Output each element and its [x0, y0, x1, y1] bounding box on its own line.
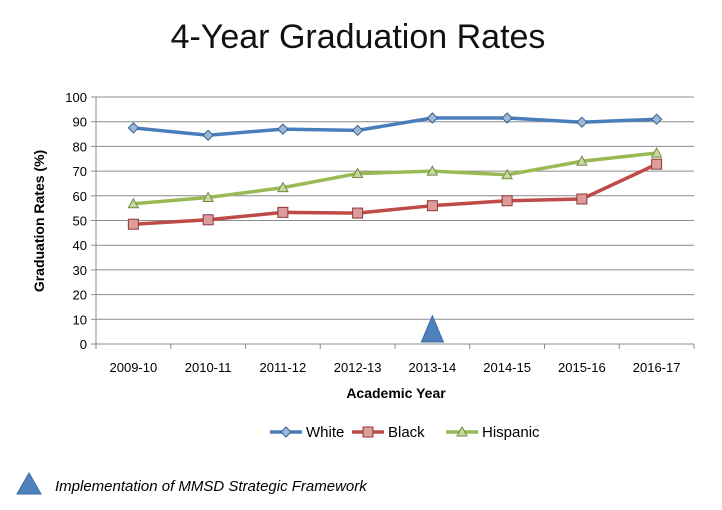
- data-point-hispanic: [501, 168, 513, 180]
- y-tick-label: 40: [73, 238, 87, 253]
- legend-marker-white: [280, 426, 292, 438]
- legend-item-white: White: [270, 424, 344, 441]
- data-point-white: [426, 112, 439, 124]
- y-tick-label: 30: [73, 263, 87, 278]
- legend-marker-black: [362, 426, 374, 438]
- y-tick-label: 70: [73, 164, 87, 179]
- data-point-hispanic: [277, 181, 289, 193]
- data-point-black: [202, 214, 214, 226]
- legend-item-black: Black: [352, 424, 425, 441]
- y-axis-title: Graduation Rates (%): [31, 150, 47, 292]
- series-line-hispanic: [133, 151, 657, 206]
- series-line-white: [133, 116, 657, 138]
- data-point-black: [651, 158, 663, 170]
- footnote: Implementation of MMSD Strategic Framewo…: [16, 471, 368, 495]
- data-point-hispanic: [202, 191, 214, 203]
- legend-label-hispanic: Hispanic: [482, 424, 540, 441]
- legend-label-white: White: [306, 424, 344, 441]
- data-point-white: [650, 113, 663, 125]
- x-tick-label: 2009-10: [110, 360, 158, 375]
- data-point-black: [576, 193, 588, 205]
- series-line-black: [133, 162, 658, 226]
- legend-marker-hispanic: [456, 425, 468, 437]
- x-tick-label: 2014-15: [483, 360, 531, 375]
- legend-label-black: Black: [388, 424, 425, 441]
- y-tick-label: 90: [73, 115, 87, 130]
- data-point-hispanic: [351, 167, 364, 179]
- y-tick-label: 20: [73, 288, 87, 303]
- footnote-triangle-icon: [16, 471, 42, 495]
- legend: White Black Hispanic: [270, 424, 540, 441]
- data-point-white: [576, 116, 588, 128]
- y-tick-label: 60: [73, 189, 87, 204]
- data-point-hispanic: [576, 155, 588, 166]
- x-tick-label: 2013-14: [409, 360, 457, 375]
- data-point-hispanic: [127, 197, 140, 209]
- data-point-white: [127, 122, 140, 134]
- x-tick-label: 2010-11: [185, 360, 232, 375]
- y-tick-label: 10: [73, 312, 87, 327]
- y-tick-label: 50: [73, 214, 87, 229]
- data-point-black: [352, 207, 364, 219]
- x-tick-label: 2015-16: [558, 360, 606, 375]
- y-tick-label: 100: [65, 90, 87, 105]
- data-point-black: [426, 200, 438, 212]
- series-layer: [127, 112, 663, 230]
- x-axis-ticks: 2009-10 2010-11 2011-12 2012-13 2013-14 2014-…: [95, 344, 695, 375]
- x-axis-title: Academic Year: [346, 385, 446, 401]
- chart-title: 4-Year Graduation Rates: [171, 18, 546, 56]
- y-tick-label: 80: [73, 139, 87, 154]
- data-point-black: [501, 195, 513, 207]
- x-tick-label: 2016-17: [633, 360, 681, 375]
- series-black: [127, 158, 663, 230]
- data-point-white: [202, 129, 214, 141]
- data-point-black: [127, 218, 139, 230]
- legend-item-hispanic: Hispanic: [446, 424, 540, 441]
- data-point-white: [351, 124, 364, 137]
- strategic-framework-triangle-icon: [420, 314, 445, 343]
- data-point-black: [277, 206, 289, 218]
- data-point-hispanic: [426, 165, 439, 176]
- y-tick-label: 0: [80, 337, 87, 352]
- annotation-layer: [420, 314, 445, 343]
- footnote-text: Implementation of MMSD Strategic Framewo…: [55, 478, 368, 495]
- x-tick-label: 2012-13: [334, 360, 382, 375]
- series-white: [127, 112, 663, 141]
- data-point-white: [501, 112, 513, 124]
- x-tick-label: 2011-12: [260, 360, 307, 375]
- series-hispanic: [127, 147, 663, 209]
- data-point-white: [277, 123, 289, 135]
- y-axis-ticks: 0 10 20 30 40 50 60 70 80 90 100: [65, 90, 96, 352]
- data-point-hispanic: [650, 147, 663, 158]
